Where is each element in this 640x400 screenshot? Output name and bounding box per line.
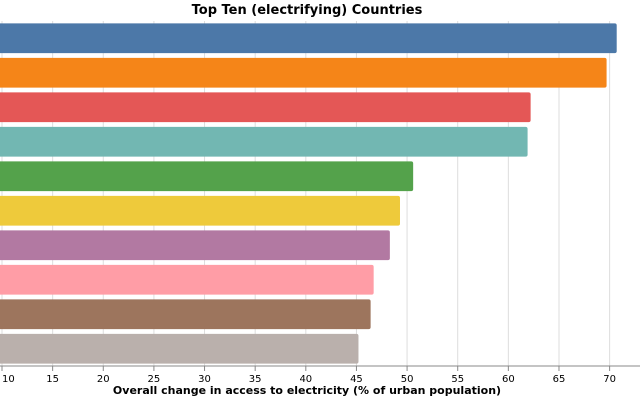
bar — [0, 264, 374, 295]
bars — [0, 23, 617, 364]
x-tick-label: 70 — [603, 374, 616, 385]
x-tick-label: 20 — [97, 374, 110, 385]
x-tick-label: 15 — [46, 374, 59, 385]
x-tick-label: 10 — [2, 374, 15, 385]
x-tick-label: 35 — [249, 374, 262, 385]
x-tick-label: 50 — [401, 374, 414, 385]
x-axis-ticks: 10 15 20 25 30 35 40 45 50 55 60 65 70 — [1, 366, 616, 385]
bar — [0, 230, 390, 261]
bar — [0, 126, 528, 157]
bar — [0, 23, 617, 54]
x-axis-label: Overall change in access to electricity … — [113, 384, 501, 397]
x-tick-label: 60 — [502, 374, 515, 385]
bar — [0, 333, 359, 364]
x-tick-label: 30 — [198, 374, 211, 385]
x-tick-label: 40 — [299, 374, 312, 385]
x-tick-label: 45 — [350, 374, 363, 385]
x-tick-label: 65 — [553, 374, 566, 385]
bar — [0, 161, 414, 192]
bar — [0, 57, 607, 88]
chart-title: Top Ten (electrifying) Countries — [192, 3, 423, 18]
x-tick-label: 55 — [451, 374, 464, 385]
bar — [0, 92, 531, 123]
bar — [0, 195, 400, 226]
x-tick-label: 25 — [148, 374, 161, 385]
bar — [0, 299, 371, 330]
